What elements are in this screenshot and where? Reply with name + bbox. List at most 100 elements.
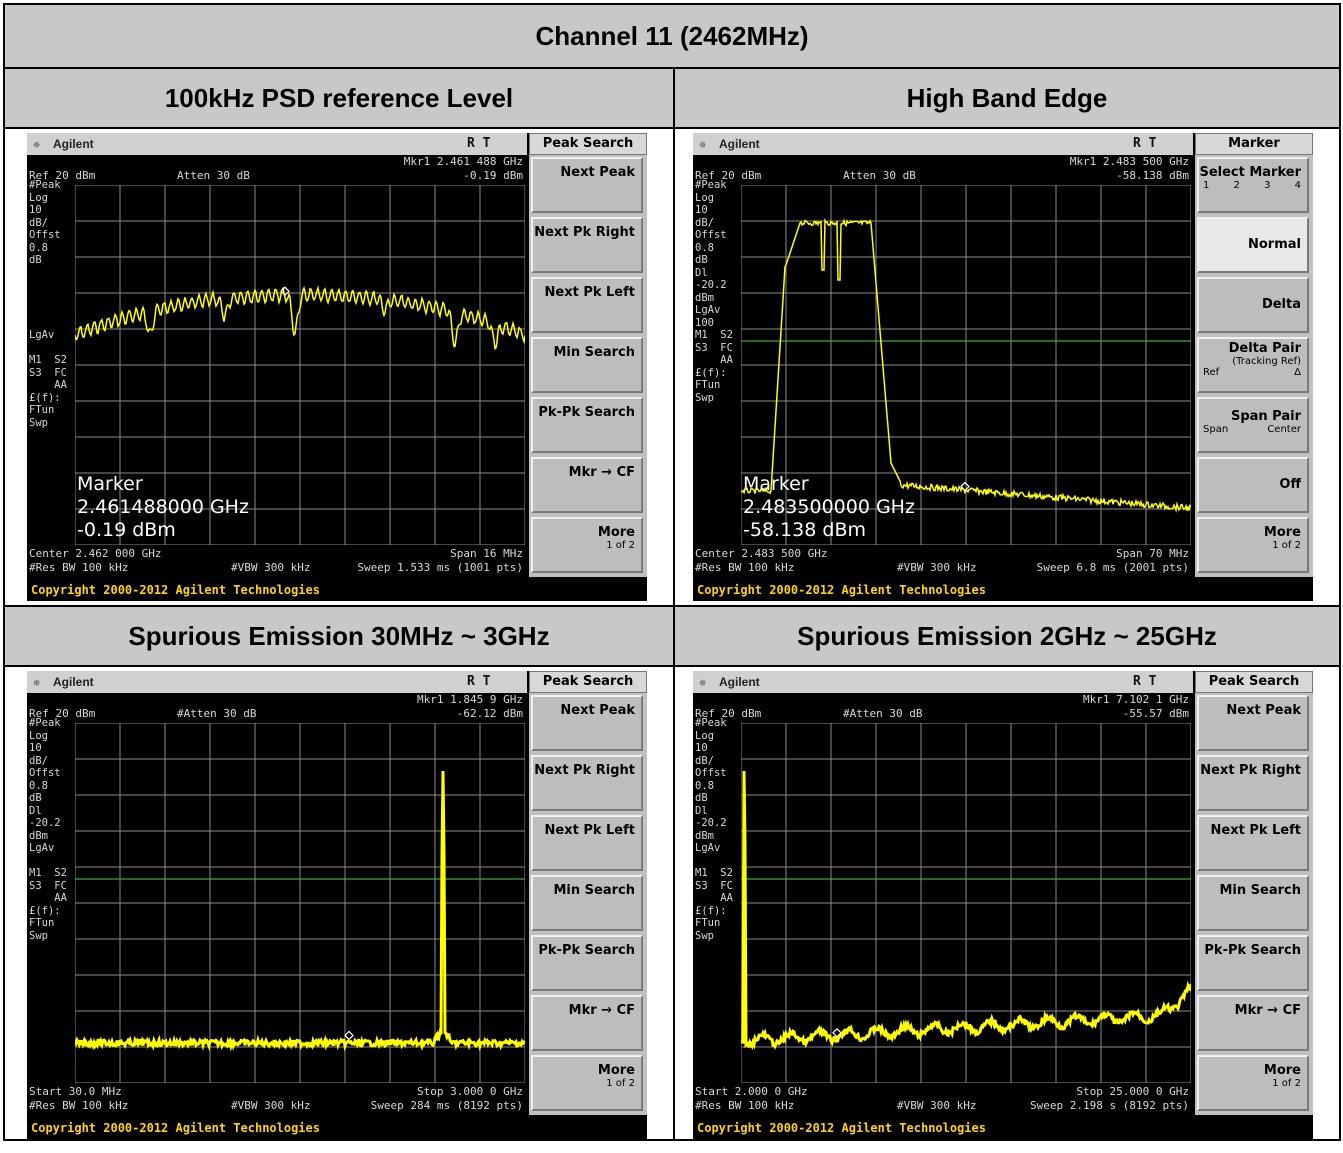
marker-readout-line: 2.483500000 GHz [743,496,915,518]
brand-name: Agilent [53,137,94,151]
softkey-3[interactable]: Min Search [1197,875,1309,931]
center-start-freq: Center 2.483 500 GHz [695,547,828,560]
spectrum-trace [741,217,1191,513]
left-annotations: #Peak Log 10 dB/ Offst 0.8 dB Dl -20.2 d… [695,179,733,404]
video-bandwidth: #VBW 300 kHz [897,561,977,574]
spectrum-grid [741,723,1191,1083]
marker-frequency: Mkr1 7.102 1 GHz [1083,693,1189,706]
delta-symbol: Δ [1294,367,1301,378]
left-annotations: #Peak Log 10 dB/ Offst 0.8 dB Dl -20.2 d… [695,717,733,942]
agilent-logo-icon: ✵ [33,675,41,689]
softkey-1[interactable]: Next Pk Right [531,217,643,273]
tracking-ref-label: (Tracking Ref) [1232,356,1301,367]
softkey-2[interactable]: Next Pk Left [531,815,643,871]
softkey-4[interactable]: Pk-Pk Search [1197,935,1309,991]
delta-key[interactable]: Delta [1197,277,1309,333]
span-pair-key[interactable]: Span Pair Span Center [1197,397,1309,453]
marker-diamond-icon [960,481,970,492]
normal-label: Normal [1248,237,1301,252]
more-label: More [1263,525,1301,540]
remote-indicator: R T [1133,674,1157,689]
plot-cell-spurious-low: ✵ Agilent R T Peak Search Next Peak Next Pk R… [3,665,675,1141]
softkey-4[interactable]: Pk-Pk Search [531,397,643,453]
softkey-5[interactable]: Mkr → CF [1197,995,1309,1051]
off-key[interactable]: Off [1197,457,1309,513]
span-label: Span [1203,424,1229,435]
select-marker-label: Select Marker [1199,165,1301,180]
reference-level: Ref 20 dBm [29,169,96,182]
resolution-bandwidth: #Res BW 100 kHz [29,561,129,574]
softkey-5[interactable]: Mkr → CF [531,457,643,513]
softkey-label: Next Peak [560,165,635,180]
softkey-label: Next Pk Right [534,225,635,240]
marker-diamond-icon [344,1030,354,1041]
softkey-6[interactable]: More 1 of 2 [531,1055,643,1111]
analyzer-title-bar [693,671,1193,693]
sweep-time: Sweep 1.533 ms (1001 pts) [357,561,523,574]
marker-readout-line: Marker [77,473,143,495]
menu-title: Peak Search [529,133,647,155]
marker-number: 1 [1203,180,1210,191]
softkey-label: Next Pk Left [1210,823,1302,838]
copyright-bar: Copyright 2000-2012 Agilent Technologies [27,579,647,601]
select-marker-key[interactable]: Select Marker 1 2 3 4 [1197,157,1309,213]
caption-psd: 100kHz PSD reference Level [3,67,675,129]
more-sub: 1 of 2 [1272,540,1301,551]
more-key[interactable]: More 1 of 2 [1197,517,1309,573]
softkey-label: Min Search [1219,883,1302,898]
reference-level: Ref 20 dBm [29,707,96,720]
softkey-label: More [1263,1063,1301,1078]
marker-number: 4 [1294,180,1301,191]
analyzer-screenshot-psd: ✵ Agilent R T Peak Search Next Peak Next Pk R… [27,133,647,601]
sweep-time: Sweep 6.8 ms (2001 pts) [1036,561,1189,574]
plot-cell-spurious-high: ✵ Agilent R T Peak Search Next Peak Next Pk R… [673,665,1341,1141]
softkey-4[interactable]: Pk-Pk Search [531,935,643,991]
softkey-label: More [597,525,635,540]
softkey-0[interactable]: Next Peak [1197,695,1309,751]
brand-name: Agilent [53,675,94,689]
softkey-0[interactable]: Next Peak [531,695,643,751]
softkey-sub: 1 of 2 [606,1078,635,1089]
softkey-label: Min Search [553,345,636,360]
marker-readout: Marker 2.483500000 GHz -58.138 dBm [743,473,943,542]
delta-pair-label: Delta Pair [1228,341,1301,356]
softkey-6[interactable]: More 1 of 2 [531,517,643,573]
softkey-1[interactable]: Next Pk Right [1197,755,1309,811]
normal-key[interactable]: Normal [1197,217,1309,273]
attenuation: Atten 30 dB [843,169,916,182]
plot-cell-band-edge: ✵ Agilent R T Marker Select Marker 1 2 3 4 Normal… [673,127,1341,607]
resolution-bandwidth: #Res BW 100 kHz [695,1099,795,1112]
softkey-3[interactable]: Min Search [531,875,643,931]
video-bandwidth: #VBW 300 kHz [897,1099,977,1112]
video-bandwidth: #VBW 300 kHz [231,561,311,574]
softkey-2[interactable]: Next Pk Left [531,277,643,333]
plot-cell-psd: ✵ Agilent R T Peak Search Next Peak Next Pk R… [3,127,675,607]
marker-amplitude: -62.12 dBm [456,707,523,720]
analyzer-screenshot-band-edge: ✵ Agilent R T Marker Select Marker 1 2 3 4 Normal… [693,133,1313,601]
marker-frequency: Mkr1 2.483 500 GHz [1069,155,1189,168]
agilent-logo-icon: ✵ [699,675,707,689]
analyzer-screenshot-spurious-low: ✵ Agilent R T Peak Search Next Peak Next Pk R… [27,671,647,1139]
spectrum-grid [75,185,525,545]
remote-indicator: R T [467,136,491,151]
center-label: Center [1267,424,1301,435]
softkey-label: Next Pk Left [544,285,636,300]
marker-amplitude: -0.19 dBm [463,169,523,182]
span-pair-label: Span Pair [1230,409,1301,424]
softkey-5[interactable]: Mkr → CF [531,995,643,1051]
ref-delta-row: Ref Δ [1199,367,1301,378]
softkey-0[interactable]: Next Peak [531,157,643,213]
softkey-3[interactable]: Min Search [531,337,643,393]
report-table: Channel 11 (2462MHz) 100kHz PSD referenc… [3,3,1341,1141]
span-stop-freq: Span 16 MHz [450,547,523,560]
spectrum-trace [75,285,525,351]
sweep-time: Sweep 284 ms (8192 pts) [370,1099,523,1112]
softkey-2[interactable]: Next Pk Left [1197,815,1309,871]
menu-title: Marker [1195,133,1313,155]
delta-pair-key[interactable]: Delta Pair (Tracking Ref) Ref Δ [1197,337,1309,393]
marker-number: 3 [1264,180,1271,191]
softkey-1[interactable]: Next Pk Right [531,755,643,811]
attenuation: #Atten 30 dB [843,707,923,720]
softkey-6[interactable]: More 1 of 2 [1197,1055,1309,1111]
brand-name: Agilent [719,675,760,689]
